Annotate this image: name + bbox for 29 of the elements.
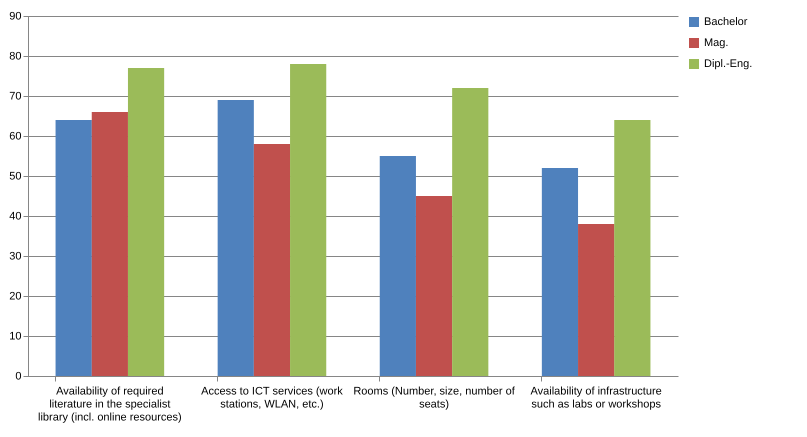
y-tick-label: 40	[9, 210, 22, 222]
y-tick-label: 30	[9, 250, 22, 262]
bar	[290, 64, 326, 376]
y-tick-label: 60	[9, 130, 22, 142]
y-tick-label: 90	[9, 10, 22, 22]
bar	[218, 100, 254, 376]
legend-label: Mag.	[704, 37, 728, 49]
y-tick-label: 10	[9, 330, 22, 342]
bar	[254, 144, 290, 376]
y-tick-label: 50	[9, 170, 22, 182]
bar	[92, 112, 128, 376]
legend-label: Bachelor	[704, 16, 748, 28]
x-tick-label: Availability of infrastructure such as labs or workshops	[530, 386, 662, 410]
bar	[380, 156, 416, 376]
bar	[542, 168, 578, 376]
x-tick-label: Access to ICT services (work stations, WLAN, etc.)	[201, 386, 344, 410]
y-tick-label: 20	[9, 290, 22, 302]
legend-label: Dipl.-Eng.	[704, 58, 752, 70]
bar	[128, 68, 164, 376]
x-tick-label: Availability of required literature in the specialist library (incl. online resources)	[38, 386, 182, 424]
bar	[416, 196, 452, 376]
bar	[452, 88, 488, 376]
y-tick-label: 80	[9, 50, 22, 62]
bar	[578, 224, 614, 376]
x-tick-label: Rooms (Number, size, number of seats)	[353, 386, 516, 410]
bar	[56, 120, 92, 376]
y-tick-label: 0	[15, 370, 22, 382]
bar	[614, 120, 650, 376]
y-tick-label: 70	[9, 90, 22, 102]
